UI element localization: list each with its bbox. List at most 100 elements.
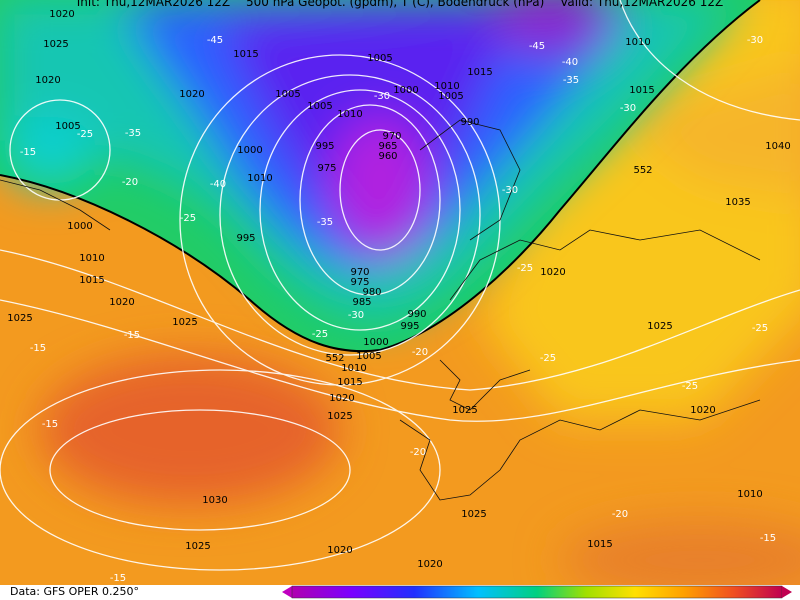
temperature-label: -20 [410, 447, 426, 458]
temperature-label: -30 [620, 103, 636, 114]
isobar-label: 1015 [587, 539, 612, 550]
isobar-label: 1005 [275, 89, 300, 100]
isobar-label: 1020 [329, 393, 354, 404]
color-scale [282, 585, 792, 599]
temperature-label: -15 [124, 330, 140, 341]
isobar-label: 1010 [79, 253, 104, 264]
isobar-label: 995 [236, 233, 255, 244]
isobar-label: 1020 [35, 75, 60, 86]
isobar-label: 1020 [179, 89, 204, 100]
temperature-label: -25 [682, 381, 698, 392]
isobar-label: 1015 [467, 67, 492, 78]
isobar-label: 1015 [79, 275, 104, 286]
isobar-label: 990 [407, 309, 426, 320]
temperature-label: -25 [180, 213, 196, 224]
isobar-label: 970 [382, 131, 401, 142]
isobar-label: 1025 [172, 317, 197, 328]
temperature-label: -20 [122, 177, 138, 188]
isobar-label: 985 [352, 297, 371, 308]
isobar-label: 1010 [247, 173, 272, 184]
isobar-label: 975 [350, 277, 369, 288]
temperature-label: -40 [210, 179, 226, 190]
temperature-label: -35 [125, 128, 141, 139]
temperature-label: -40 [562, 57, 578, 68]
isobar-label: 1025 [647, 321, 672, 332]
temperature-label: -30 [502, 185, 518, 196]
temperature-label: -20 [412, 347, 428, 358]
map-header: Init: Thu,12MAR2026 12Z 500 hPa Geopot. … [77, 0, 724, 9]
isobar-label: 1025 [327, 411, 352, 422]
isobar-label: 1005 [55, 121, 80, 132]
temperature-label: -15 [30, 343, 46, 354]
isobar-label: 1005 [307, 101, 332, 112]
temperature-label: -25 [312, 329, 328, 340]
isobar-label: 980 [362, 287, 381, 298]
isobar-label: 1035 [725, 197, 750, 208]
isobar-label: 1000 [363, 337, 388, 348]
isobar-label: 1020 [417, 559, 442, 570]
scale-arrow-right [782, 586, 792, 598]
temperature-label: -30 [374, 91, 390, 102]
temperature-label: -35 [563, 75, 579, 86]
isobar-label: 975 [317, 163, 336, 174]
isobar-label: 970 [350, 267, 369, 278]
temperature-label: -45 [207, 35, 223, 46]
isobar-label: 1040 [765, 141, 790, 152]
isobar-label: 1010 [737, 489, 762, 500]
isobar-label: 1025 [43, 39, 68, 50]
temperature-label: -25 [540, 353, 556, 364]
isobar-label: 1010 [337, 109, 362, 120]
isobar-label: 1000 [67, 221, 92, 232]
height-label: 552 [325, 353, 344, 364]
temperature-label: -15 [20, 147, 36, 158]
isobar-label: 1030 [202, 495, 227, 506]
isobar-label: 1020 [109, 297, 134, 308]
isobar-label: 965 [378, 141, 397, 152]
temperature-label: -45 [529, 41, 545, 52]
isobar-label: 1000 [237, 145, 262, 156]
map-title: 500 hPa Geopot. (gpdm), T (C), Bodendruc… [246, 0, 544, 9]
isobar-label: 1005 [438, 91, 463, 102]
isobar-label: 1020 [327, 545, 352, 556]
isobar-label: 1005 [356, 351, 381, 362]
isobar-label: 1020 [49, 9, 74, 20]
temperature-label: -15 [42, 419, 58, 430]
isobar-label: 1015 [233, 49, 258, 60]
isobar-label: 1020 [540, 267, 565, 278]
isobar-label: 1000 [393, 85, 418, 96]
temperature-label: -30 [747, 35, 763, 46]
isobar-lines [0, 0, 800, 571]
isobar-label: 1005 [367, 53, 392, 64]
temperature-label: -15 [110, 573, 126, 584]
isobar-label: 1015 [629, 85, 654, 96]
isobar-label: 995 [315, 141, 334, 152]
isobar-label: 1010 [434, 81, 459, 92]
isobar-label: 1020 [690, 405, 715, 416]
temperature-label: -25 [752, 323, 768, 334]
init-time: Init: Thu,12MAR2026 12Z [77, 0, 230, 9]
scale-arrow-left [282, 586, 292, 598]
isobar-label: 990 [460, 117, 479, 128]
isobar-label: 1010 [341, 363, 366, 374]
isobar-label: 1015 [337, 377, 362, 388]
contour-labels: 1020 1025 1020 1015 1020 1005 1000 1010 995 1000 1… [7, 9, 790, 584]
coastlines [0, 119, 761, 501]
isobar-label: 1025 [452, 405, 477, 416]
isobar-label: 1025 [461, 509, 486, 520]
scale-bar [291, 585, 783, 599]
data-source: Data: GFS OPER 0.250° [10, 585, 139, 598]
isobar-label: 1025 [185, 541, 210, 552]
temperature-label: -35 [317, 217, 333, 228]
isobar-label: 995 [400, 321, 419, 332]
temperature-label: -30 [348, 310, 364, 321]
isobar-label: 960 [378, 151, 397, 162]
temperature-label: -25 [77, 129, 93, 140]
isobar-label: 1025 [7, 313, 32, 324]
height-label: 552 [633, 165, 652, 176]
temperature-label: -20 [612, 509, 628, 520]
isobar-label: 1010 [625, 37, 650, 48]
valid-time: Valid: Thu,12MAR2026 12Z [560, 0, 723, 9]
